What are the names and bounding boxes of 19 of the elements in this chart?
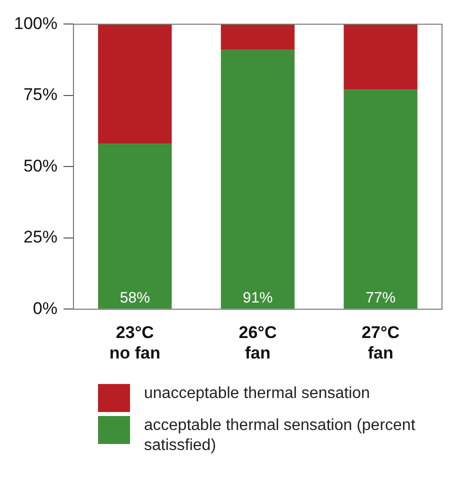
x-tick-label: 27°C fan [362, 323, 400, 362]
y-tick-label: 75% [23, 85, 58, 104]
y-tick-label: 50% [23, 156, 58, 176]
x-tick-label: 26°C fan [238, 323, 277, 362]
bar [344, 24, 418, 90]
data-label: 91% [242, 289, 273, 306]
legend-label: unacceptable thermal sensation [144, 384, 370, 404]
bar [98, 24, 172, 144]
bar [98, 144, 172, 309]
bar [220, 50, 295, 309]
x-tick-label: 23°C no fan [109, 323, 160, 362]
data-label: 77% [366, 289, 396, 306]
bar [220, 24, 295, 50]
legend-label: acceptable thermal sensation (percent satissfied) [144, 416, 416, 456]
y-tick-label: 0% [32, 298, 58, 318]
bar [344, 90, 418, 309]
data-label: 58% [120, 289, 150, 306]
y-tick-label: 25% [23, 228, 58, 247]
y-tick-label: 100% [14, 14, 58, 33]
